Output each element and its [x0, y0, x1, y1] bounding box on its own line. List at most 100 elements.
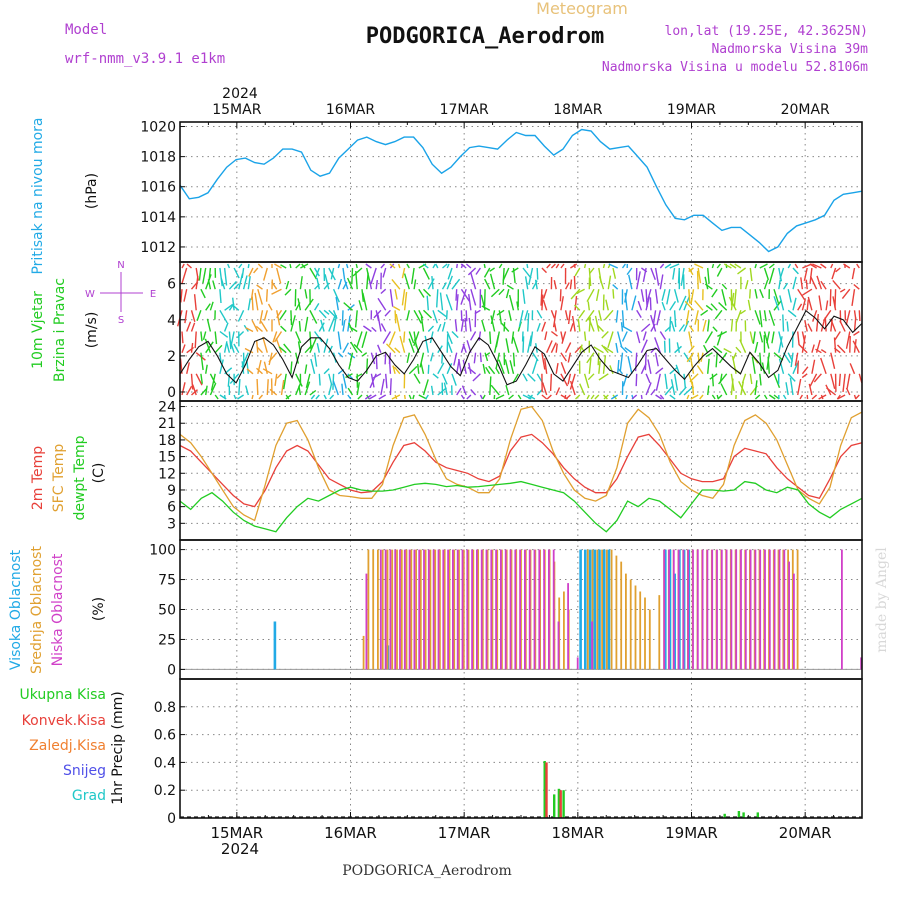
wind-arrow [751, 356, 756, 374]
wind-arrow [642, 331, 647, 341]
wind-arrow [186, 263, 192, 269]
wind-arrow [739, 309, 746, 315]
wind-arrow [437, 309, 447, 318]
wind-arrow [266, 379, 269, 396]
wind-arrow [280, 264, 287, 269]
wind-arrow [779, 295, 785, 311]
wind-arrow [573, 275, 576, 290]
legend-snijeg: Snijeg [63, 763, 106, 779]
wind-arrow [204, 338, 212, 353]
wind-arrow [310, 394, 316, 400]
wind-arrow [576, 288, 585, 295]
wind-arrow [508, 310, 512, 321]
wind-arrow [561, 331, 567, 344]
wind-arrow [482, 394, 486, 400]
wind-arrow [341, 310, 344, 326]
wind-arrow [778, 336, 783, 353]
mid-cloud-axis-title: Srednja Oblacnost [29, 546, 45, 674]
wind-arrow [567, 352, 572, 363]
wind-arrow [437, 323, 442, 332]
wind-arrow [636, 309, 642, 318]
wind-arrow [251, 319, 259, 332]
wind-arrow [787, 289, 792, 303]
wind-arrow [583, 263, 587, 269]
wind-arrow [464, 317, 467, 332]
wind-arrow [536, 267, 539, 280]
wind-arrow [540, 289, 543, 306]
wind-arrow [601, 344, 609, 354]
wind-arrow [702, 344, 709, 354]
wind-arrow [247, 276, 251, 290]
wind-arrow [541, 267, 547, 274]
wind-arrow [699, 394, 704, 400]
wind-arrow [488, 365, 496, 375]
wind-arrow [276, 310, 281, 326]
wind-arrow [271, 281, 278, 290]
wind-arrow [304, 381, 311, 396]
wind-arrow [805, 279, 808, 290]
wind-arrow [737, 267, 747, 275]
wind-arrow [432, 373, 439, 379]
wind-arrow [447, 267, 453, 280]
wind-arrow [619, 352, 624, 372]
bottom-date-label: 15MAR [210, 824, 263, 842]
wind-arrow [370, 352, 376, 365]
wind-arrow [356, 382, 360, 396]
wind-arrow [490, 288, 500, 298]
wind-arrow [690, 394, 699, 400]
wind-arrow [458, 358, 463, 374]
y-tick-label: 0.6 [154, 728, 176, 744]
wind-arrow [478, 331, 482, 341]
wind-arrow [193, 294, 197, 311]
wind-arrow [546, 394, 552, 400]
wind-arrow [659, 331, 667, 340]
wind-arrow [332, 380, 339, 396]
wind-arrow [705, 304, 713, 311]
wind-arrow [263, 361, 268, 374]
wind-arrow [717, 330, 728, 338]
wind-arrow [323, 394, 327, 400]
wind-arrow [785, 382, 789, 396]
wind-arrow [705, 352, 713, 358]
wind-arrow [412, 394, 415, 400]
wind-arrow [465, 310, 468, 322]
wind-arrow [337, 352, 344, 358]
wind-arrow [289, 263, 292, 269]
wind-arrow [818, 295, 823, 311]
wind-arrow [343, 302, 353, 311]
wind-arrow [830, 373, 836, 389]
wind-arrow [716, 267, 723, 277]
wind-arrow [320, 319, 325, 332]
wind-arrow [462, 359, 467, 374]
wind-arrow [773, 373, 781, 388]
wind-arrow [245, 327, 254, 333]
wind-arrow [469, 331, 477, 341]
wind-arrow [382, 331, 392, 344]
wind-arrow [205, 303, 211, 311]
wind-arrow [389, 289, 394, 307]
wind-arrow [485, 366, 491, 375]
wind-arrow [262, 336, 268, 353]
wind-arrow [362, 292, 368, 311]
wind-arrow [483, 267, 491, 278]
wind-arrow [263, 267, 268, 281]
bottom-date-labels: 15MAR 16MAR 17MAR 18MAR 19MAR 20MAR [210, 824, 831, 842]
wind-arrow [377, 297, 387, 311]
wind-arrow [323, 282, 330, 290]
wind-arrow [741, 373, 747, 384]
wind-arrow [468, 294, 472, 311]
wind-arrow [541, 321, 547, 332]
wind-arrow [495, 367, 500, 375]
y-tick-label: 75 [158, 573, 176, 589]
wind-arrow [709, 373, 718, 380]
wind-arrow [714, 309, 723, 320]
wind-arrow [721, 283, 728, 290]
wind-arrow [654, 352, 659, 367]
wind-arrow [797, 331, 800, 346]
wind-arrow [794, 263, 799, 269]
wind-arrow [801, 366, 809, 375]
wind-arrow [403, 273, 410, 290]
wind-arrow [373, 309, 382, 319]
wind-arrow [258, 394, 264, 400]
